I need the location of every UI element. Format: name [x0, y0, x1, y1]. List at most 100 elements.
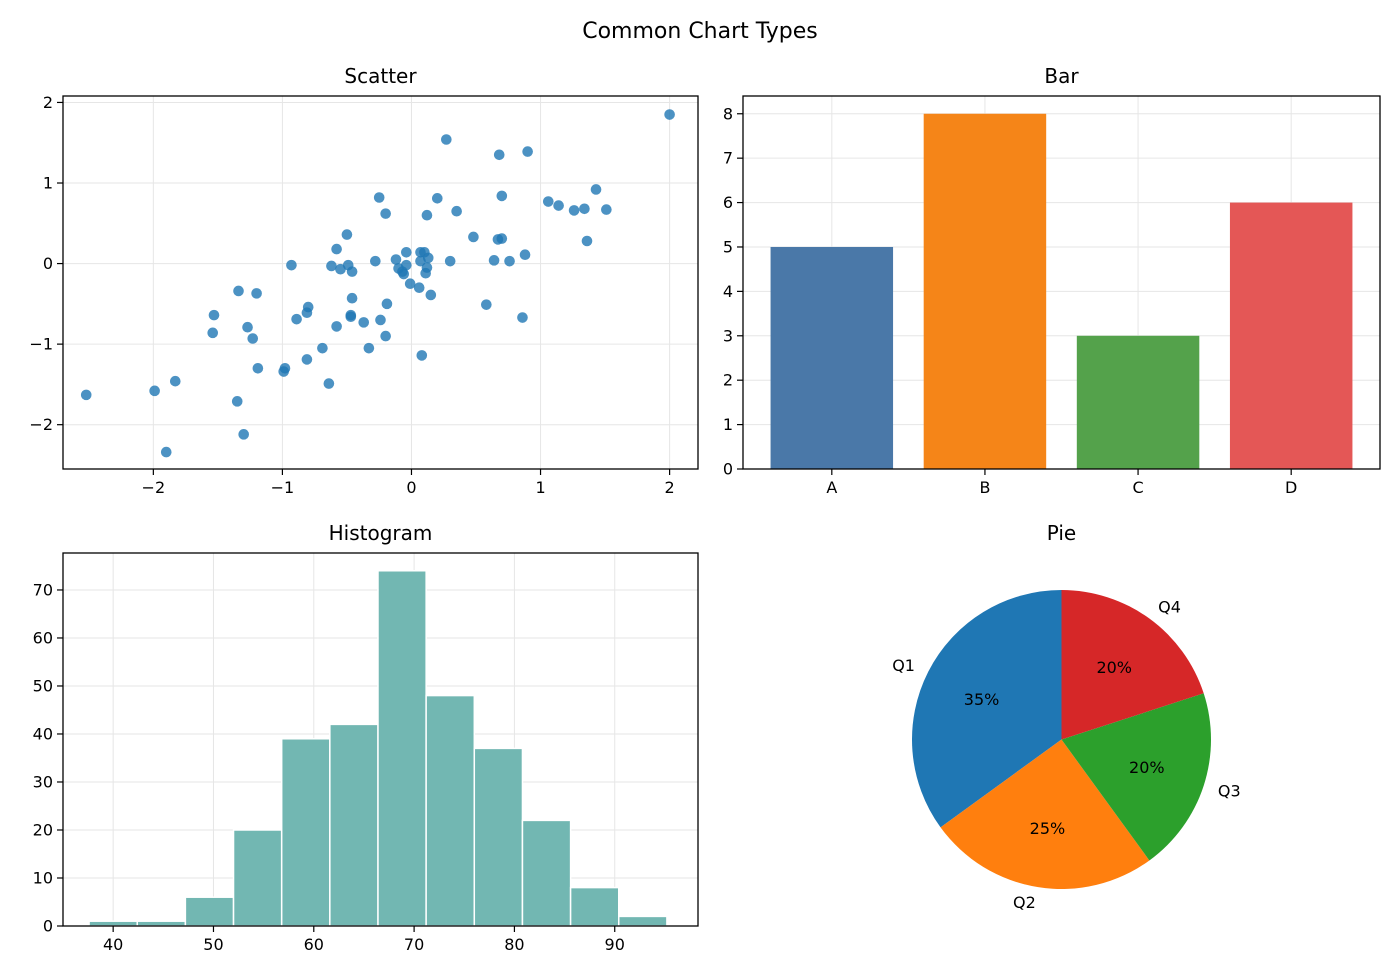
scatter-point — [301, 307, 313, 319]
scatter-point — [380, 208, 391, 219]
bar-D — [1229, 202, 1353, 470]
y-tick-label: 0 — [43, 917, 53, 936]
scatter-point — [542, 196, 554, 207]
scatter-point — [441, 134, 452, 145]
scatter-point — [398, 268, 410, 280]
scatter-point — [390, 254, 402, 265]
x-tick-label: 2 — [665, 478, 675, 497]
x-tick-label: 80 — [504, 935, 524, 954]
scatter-point — [251, 288, 262, 299]
scatter-point — [496, 233, 508, 244]
scatter-plot-area — [62, 95, 699, 470]
scatter-point — [568, 205, 580, 216]
scatter-point — [80, 389, 92, 401]
scatter-point — [468, 231, 479, 243]
histogram-bin — [88, 920, 138, 927]
histogram-bin — [521, 819, 572, 927]
scatter-point — [481, 299, 492, 310]
histogram-bin — [136, 920, 187, 927]
x-tick-label: D — [1285, 478, 1297, 497]
pie-title: Pie — [1047, 521, 1076, 545]
scatter-point — [331, 321, 342, 332]
y-tick-label: 8 — [723, 104, 733, 123]
pie-chart: Pie 35% Q1 25% Q2 20% Q3 20% Q4 — [892, 521, 1240, 912]
scatter-point — [238, 429, 249, 440]
pie-percent-label: 20% — [1129, 758, 1165, 777]
scatter-point — [233, 285, 244, 297]
scatter-point — [590, 184, 602, 195]
x-tick-label: 40 — [103, 935, 123, 954]
bar-C — [1076, 335, 1200, 469]
bar-B — [923, 113, 1047, 469]
y-tick-label: −1 — [29, 335, 53, 354]
histogram-bin — [184, 896, 235, 927]
scatter-point — [421, 209, 433, 221]
x-tick-label: −1 — [271, 478, 295, 497]
bar-plot-area — [742, 95, 1381, 470]
x-tick-label: −2 — [142, 478, 166, 497]
scatter-point — [522, 146, 533, 157]
histogram-bin — [618, 915, 668, 927]
scatter-point — [317, 342, 328, 354]
pie-percent-label: 20% — [1096, 658, 1132, 677]
scatter-point — [664, 109, 675, 120]
scatter-chart: Scatter −2 −1 0 1 2 −2 −1 0 1 2 — [29, 64, 699, 497]
scatter-point — [326, 260, 337, 272]
scatter-point — [346, 266, 358, 277]
pie-percent-label: 25% — [1030, 819, 1066, 838]
scatter-point — [370, 255, 381, 267]
pie-slice-Q2 — [940, 739, 1150, 890]
histogram-bin — [377, 570, 427, 927]
histogram-bin — [329, 723, 379, 927]
y-tick-label: 4 — [723, 282, 733, 301]
scatter-title: Scatter — [344, 64, 417, 88]
scatter-point — [425, 289, 437, 301]
scatter-point — [444, 255, 456, 267]
scatter-point — [291, 313, 302, 325]
scatter-point — [252, 362, 264, 374]
scatter-point — [231, 396, 243, 407]
scatter-point — [413, 282, 425, 294]
y-tick-label: 60 — [33, 628, 53, 647]
y-tick-label: 40 — [33, 724, 53, 743]
x-tick-label: 1 — [535, 478, 545, 497]
y-tick-label: 0 — [723, 460, 733, 479]
y-tick-label: 0 — [43, 254, 53, 273]
x-tick-label: 60 — [304, 935, 324, 954]
bar-chart: Bar A B C D 0 1 2 3 4 5 6 7 8 — [723, 64, 1381, 497]
scatter-point — [451, 205, 462, 217]
x-tick-label: C — [1132, 478, 1143, 497]
scatter-point — [169, 375, 181, 387]
x-tick-label: 50 — [203, 935, 223, 954]
scatter-point — [401, 259, 412, 271]
scatter-point — [553, 200, 564, 211]
x-tick-label: B — [979, 478, 990, 497]
scatter-point — [422, 252, 434, 264]
scatter-point — [346, 292, 358, 304]
y-tick-label: 10 — [33, 868, 53, 887]
y-tick-label: 1 — [723, 415, 733, 434]
scatter-point — [579, 203, 590, 215]
scatter-point — [363, 342, 375, 354]
y-tick-label: 2 — [43, 93, 53, 112]
pie-slice-Q4 — [1061, 590, 1204, 740]
pie-category-label: Q2 — [1013, 893, 1036, 912]
y-tick-label: 3 — [723, 326, 733, 345]
scatter-point — [488, 255, 500, 266]
y-tick-label: 70 — [33, 580, 53, 599]
scatter-point — [341, 229, 353, 240]
scatter-point — [581, 235, 593, 247]
scatter-point — [416, 350, 428, 361]
x-tick-label: A — [826, 478, 837, 497]
scatter-point — [301, 354, 313, 365]
y-tick-label: 7 — [723, 149, 733, 168]
scatter-point — [323, 378, 335, 389]
scatter-point — [496, 190, 508, 202]
scatter-point — [380, 330, 391, 342]
histogram-bin — [569, 886, 620, 927]
bar-A — [770, 246, 894, 469]
scatter-point — [517, 312, 528, 323]
scatter-point — [208, 309, 220, 321]
scatter-point — [149, 385, 160, 397]
y-tick-label: 6 — [723, 193, 733, 212]
